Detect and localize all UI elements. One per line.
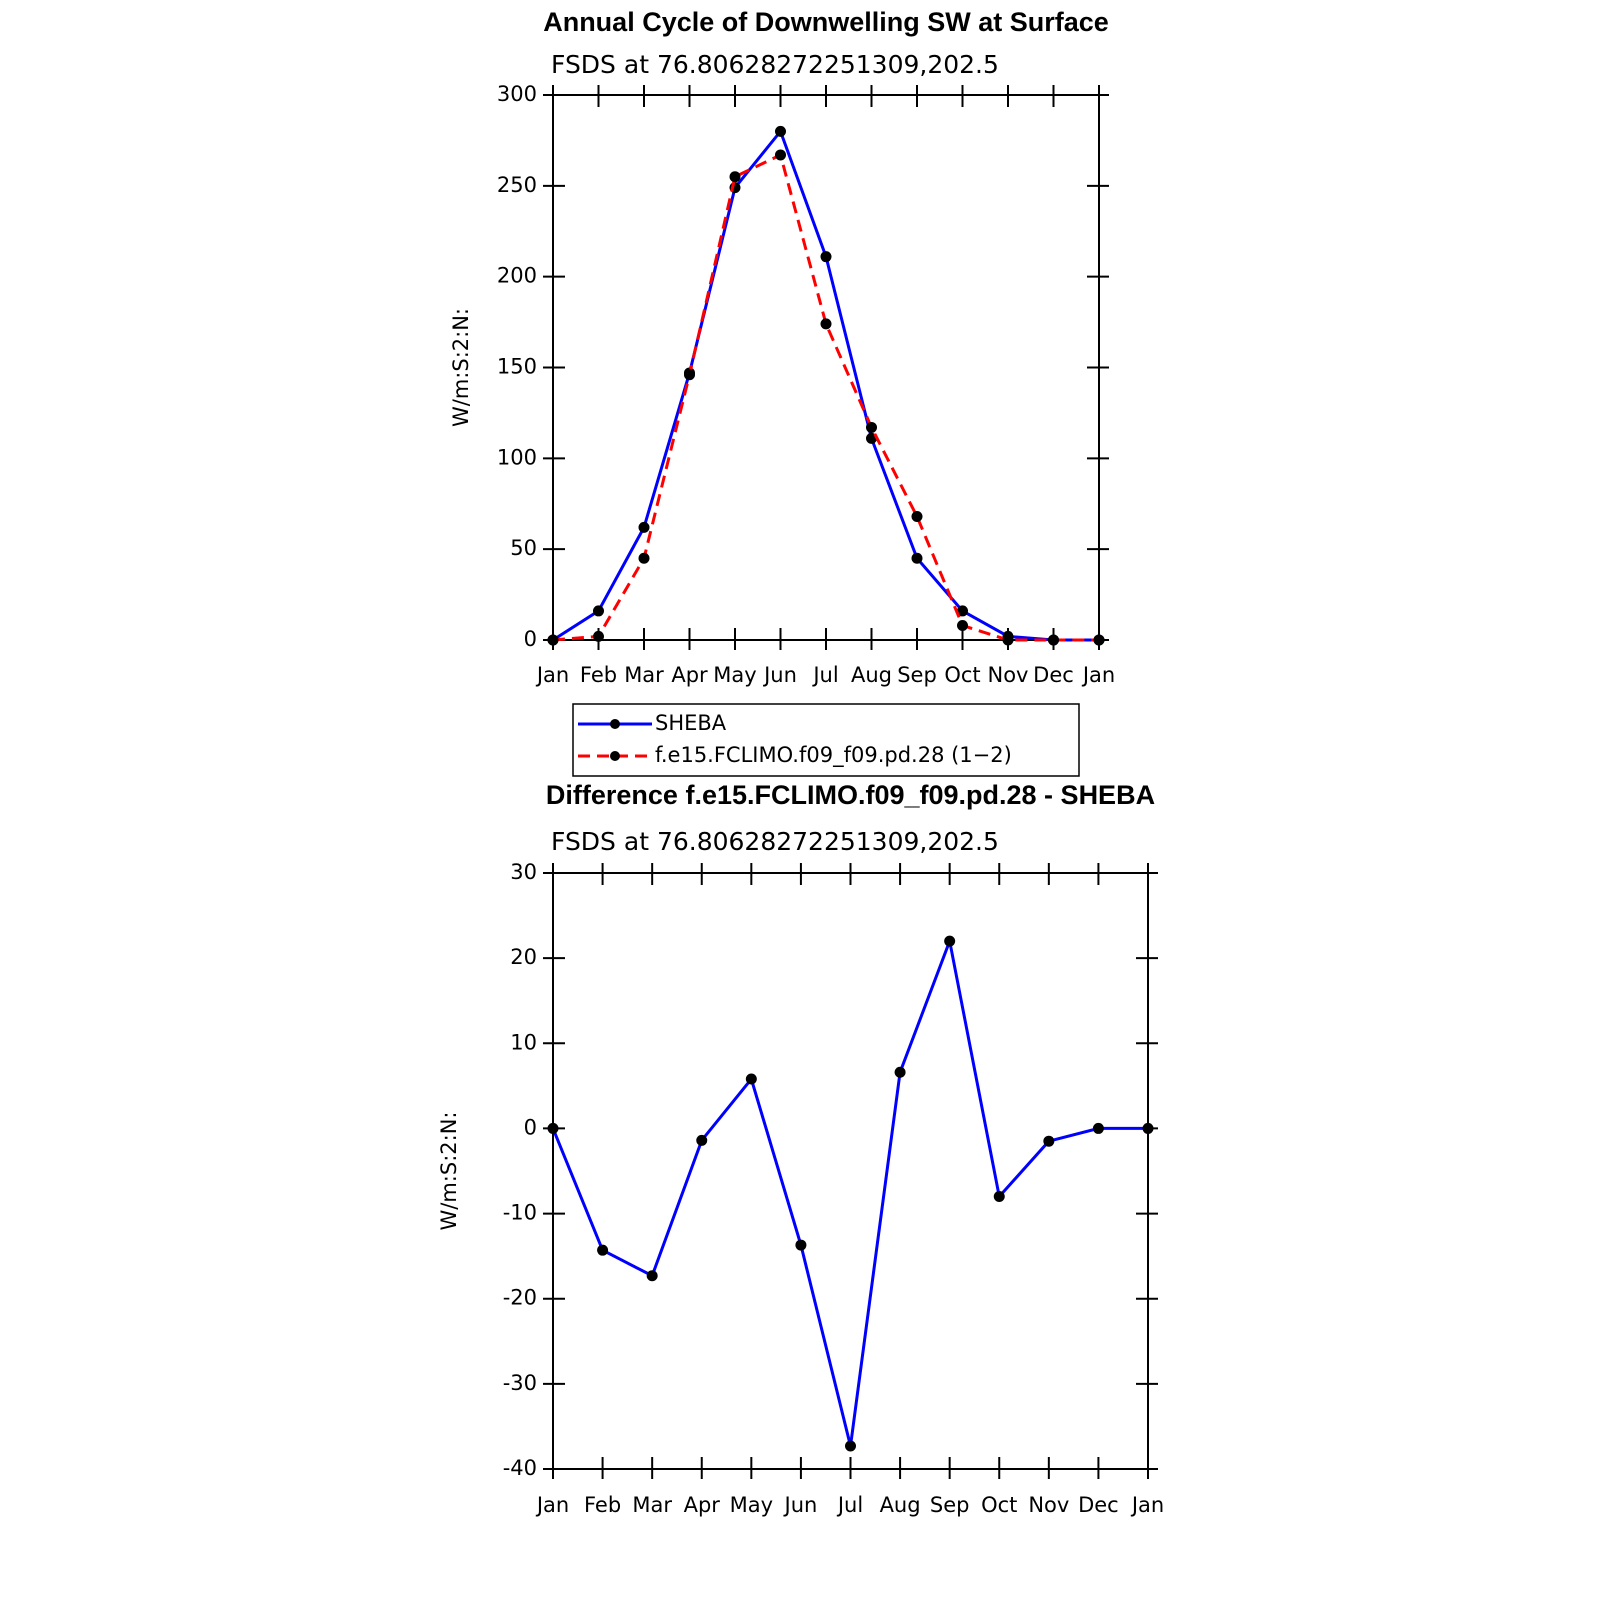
- point-marker: [547, 1122, 559, 1134]
- point-marker: [593, 605, 604, 617]
- x-tick-label: Jan: [1081, 663, 1115, 687]
- series-line: [552, 152, 1099, 642]
- plot-frame: [552, 94, 1100, 641]
- y-tick-label: 0: [524, 1115, 537, 1139]
- x-tick-label: Mar: [624, 663, 664, 687]
- x-tick-label: Aug: [880, 1493, 921, 1517]
- chart-subtitle: FSDS at 76.80628272251309,202.5: [551, 50, 999, 79]
- point-marker: [745, 1073, 757, 1085]
- x-tick-label: Jun: [762, 663, 797, 687]
- point-marker: [1142, 1122, 1154, 1134]
- x-tick-label: Mar: [632, 1493, 672, 1517]
- x-tick-label: May: [713, 663, 756, 687]
- x-tick-label: Jan: [535, 1493, 569, 1517]
- point-marker: [795, 1239, 807, 1251]
- y-tick-label: 200: [497, 264, 537, 288]
- x-tick-label: Oct: [981, 1493, 1017, 1517]
- point-marker: [729, 171, 741, 183]
- x-tick-label: Nov: [1028, 1493, 1069, 1517]
- x-tick-label: Jul: [836, 1493, 863, 1517]
- point-marker: [646, 1270, 658, 1282]
- point-marker: [1048, 634, 1059, 646]
- legend-marker: [610, 719, 620, 729]
- y-axis-label: W/m:S:2:N:: [437, 1112, 461, 1231]
- x-tick-label: Jul: [811, 663, 838, 687]
- point-marker: [696, 1134, 708, 1146]
- legend-marker: [610, 751, 620, 761]
- y-tick-label: -30: [503, 1371, 537, 1395]
- x-tick-label: Aug: [851, 663, 892, 687]
- y-tick-label: -10: [503, 1201, 537, 1225]
- x-tick-label: Sep: [897, 663, 937, 687]
- point-marker: [820, 318, 832, 330]
- point-marker: [944, 935, 956, 947]
- x-tick-label: Jun: [783, 1493, 818, 1517]
- x-tick-label: May: [730, 1493, 773, 1517]
- point-marker: [597, 1244, 609, 1256]
- y-tick-label: 10: [510, 1030, 537, 1054]
- y-tick-label: 20: [510, 945, 537, 969]
- x-tick-label: Feb: [584, 1493, 621, 1517]
- point-marker: [547, 634, 559, 646]
- x-tick-label: Jan: [1130, 1493, 1164, 1517]
- y-tick-label: 100: [497, 445, 537, 469]
- x-tick-label: Nov: [988, 663, 1029, 687]
- x-tick-label: Dec: [1033, 663, 1074, 687]
- y-tick-label: 30: [510, 860, 537, 884]
- y-axis-label: W/m:S:2:N:: [449, 308, 473, 427]
- y-tick-label: 0: [524, 627, 537, 651]
- x-tick-label: Apr: [671, 663, 708, 687]
- point-marker: [845, 1440, 856, 1452]
- point-marker: [894, 1066, 906, 1078]
- legend-label: f.e15.FCLIMO.f09_f09.pd.28 (1−2): [655, 743, 1012, 768]
- x-tick-label: Jan: [535, 663, 569, 687]
- legend-label: SHEBA: [655, 711, 727, 735]
- plot-frame: [552, 872, 1149, 1470]
- y-tick-label: -40: [503, 1456, 537, 1480]
- point-marker: [957, 605, 968, 617]
- point-marker: [1043, 1135, 1055, 1147]
- point-marker: [1002, 634, 1014, 646]
- y-tick-label: 50: [510, 536, 537, 560]
- chart-subtitle: FSDS at 76.80628272251309,202.5: [551, 827, 999, 856]
- x-tick-label: Feb: [580, 663, 617, 687]
- y-tick-label: -20: [503, 1286, 537, 1310]
- x-tick-label: Oct: [944, 663, 980, 687]
- point-marker: [593, 630, 604, 642]
- point-marker: [911, 552, 923, 564]
- point-marker: [1093, 634, 1105, 646]
- x-tick-label: Apr: [684, 1493, 721, 1517]
- point-marker: [638, 521, 650, 533]
- point-marker: [820, 251, 832, 263]
- point-marker: [957, 619, 968, 631]
- point-marker: [638, 552, 650, 564]
- y-tick-label: 250: [497, 173, 537, 197]
- series-line: [552, 128, 1099, 642]
- point-marker: [993, 1191, 1005, 1203]
- y-tick-label: 300: [497, 82, 537, 106]
- series-line: [551, 935, 1148, 1447]
- point-marker: [775, 125, 786, 137]
- y-tick-label: 150: [497, 355, 537, 379]
- point-marker: [775, 149, 786, 161]
- point-marker: [684, 369, 695, 381]
- chart-title: Annual Cycle of Downwelling SW at Surfac…: [543, 7, 1109, 37]
- x-tick-label: Sep: [930, 1493, 970, 1517]
- point-marker: [911, 510, 923, 522]
- point-marker: [866, 421, 877, 433]
- legend-box: [572, 703, 1080, 777]
- point-marker: [1092, 1122, 1104, 1134]
- x-tick-label: Dec: [1078, 1493, 1119, 1517]
- chart-title: Difference f.e15.FCLIMO.f09_f09.pd.28 - …: [546, 780, 1155, 810]
